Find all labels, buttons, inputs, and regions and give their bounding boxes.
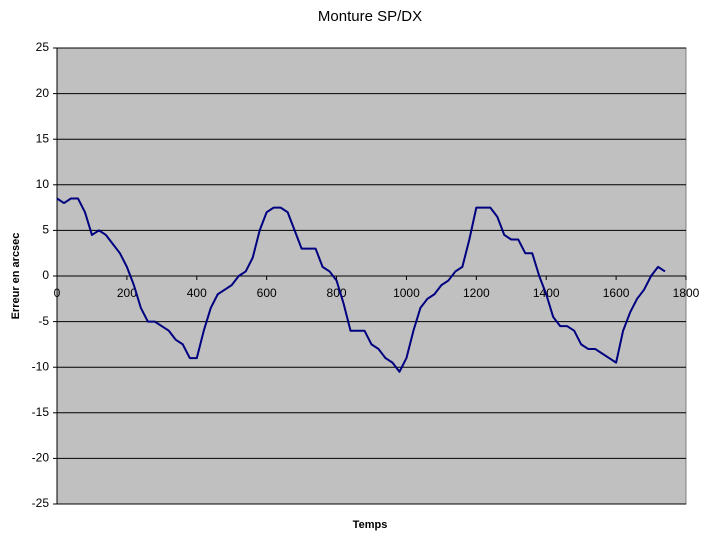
x-tick-label: 1600 — [603, 286, 630, 300]
y-tick-label: -15 — [32, 405, 50, 419]
y-tick-label: 25 — [36, 40, 50, 54]
y-tick-label: -10 — [32, 359, 50, 373]
x-tick-label: 1000 — [393, 286, 420, 300]
x-tick-label: 200 — [117, 286, 137, 300]
x-tick-label: 600 — [257, 286, 277, 300]
x-axis-label: Temps — [353, 519, 388, 531]
y-tick-label: 0 — [42, 268, 49, 282]
y-tick-label: -25 — [32, 496, 50, 510]
x-tick-label: 800 — [327, 286, 347, 300]
data-line — [56, 197, 666, 373]
y-tick-label: -5 — [38, 314, 49, 328]
y-tick-label: 10 — [36, 177, 50, 191]
y-tick-label: 20 — [36, 86, 50, 100]
x-tick-label: 400 — [187, 286, 207, 300]
y-tick-label: 5 — [42, 223, 49, 237]
x-tick-label: 1200 — [463, 286, 490, 300]
y-tick-label: 15 — [36, 131, 50, 145]
y-axis-label: Erreur en arcsec — [10, 233, 22, 320]
y-tick-label: -20 — [32, 451, 50, 465]
x-tick-label: 1800 — [673, 286, 700, 300]
chart-title: Monture SP/DX — [318, 8, 422, 25]
x-tick-label: 0 — [54, 286, 61, 300]
